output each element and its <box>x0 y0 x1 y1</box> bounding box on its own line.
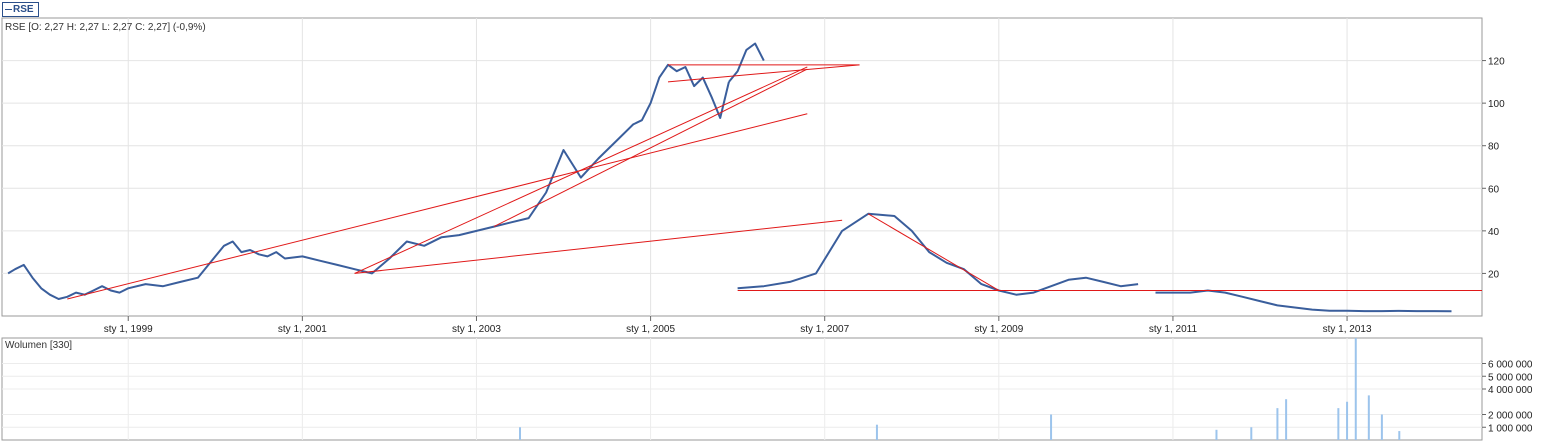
volume-bar <box>1367 395 1370 440</box>
price-x-tick-label: sty 1, 2011 <box>1149 324 1198 335</box>
price-y-tick-label: 40 <box>1488 227 1500 238</box>
volume-bar <box>1398 431 1401 440</box>
trendline <box>667 64 860 83</box>
trendline <box>67 113 808 300</box>
price-panel-frame <box>1 17 1483 317</box>
price-y-tick-label: 80 <box>1488 142 1500 153</box>
price-y-tick-label: 100 <box>1488 99 1505 110</box>
volume-bar <box>875 424 878 440</box>
trendline <box>354 66 808 274</box>
price-y-tick-label: 120 <box>1488 57 1505 68</box>
price-y-tick-label: 60 <box>1488 184 1500 195</box>
volume-bar <box>1276 408 1279 440</box>
volume-bar <box>1346 401 1349 440</box>
volume-y-tick-label: 4 000 000 <box>1488 385 1533 396</box>
volume-bar <box>1354 338 1357 440</box>
volume-bars <box>519 338 1401 440</box>
price-y-tick-label: 20 <box>1488 269 1500 280</box>
price-grid <box>2 18 1482 316</box>
volume-bar <box>519 427 521 440</box>
volume-bar <box>1285 399 1288 440</box>
price-x-tick-label: sty 1, 2003 <box>452 324 501 335</box>
volume-y-tick-label: 2 000 000 <box>1488 411 1533 422</box>
price-series-line <box>728 42 765 83</box>
volume-y-tick-label: 5 000 000 <box>1488 372 1533 383</box>
trendline <box>493 68 808 228</box>
volume-bar <box>1337 408 1340 440</box>
volume-bar <box>1215 429 1218 440</box>
volume-y-tick-label: 6 000 000 <box>1488 360 1533 371</box>
legend-line-icon <box>5 8 12 10</box>
price-x-tick-label: sty 1, 1999 <box>104 324 153 335</box>
price-x-tick-label: sty 1, 2007 <box>800 324 849 335</box>
price-x-tick-label: sty 1, 2001 <box>278 324 327 335</box>
price-trendlines <box>67 64 1482 300</box>
volume-grid <box>2 338 1482 440</box>
price-x-tick-label: sty 1, 2013 <box>1323 324 1372 335</box>
price-x-tick-label: sty 1, 2005 <box>626 324 675 335</box>
price-series-line <box>737 212 1139 296</box>
volume-panel-label: Wolumen [330] <box>5 340 72 351</box>
price-series-line <box>7 63 730 300</box>
price-panel-label: RSE [O: 2,27 H: 2,27 L: 2,27 C: 2,27] (-… <box>5 22 206 33</box>
volume-y-tick-label: 1 000 000 <box>1488 423 1533 434</box>
trendline <box>867 213 1000 291</box>
trendline <box>354 219 843 274</box>
legend-box[interactable]: RSE <box>2 2 39 17</box>
volume-bar <box>1250 427 1253 440</box>
legend-symbol: RSE <box>13 4 34 15</box>
price-x-axis: sty 1, 1999 sty 1, 2001 sty 1, 2003 sty 1, … <box>104 316 1372 335</box>
volume-bar <box>1050 414 1053 440</box>
price-y-axis: 20 40 60 80 100 120 <box>1482 57 1505 280</box>
volume-bar <box>1380 414 1383 440</box>
price-x-tick-label: sty 1, 2009 <box>974 324 1023 335</box>
